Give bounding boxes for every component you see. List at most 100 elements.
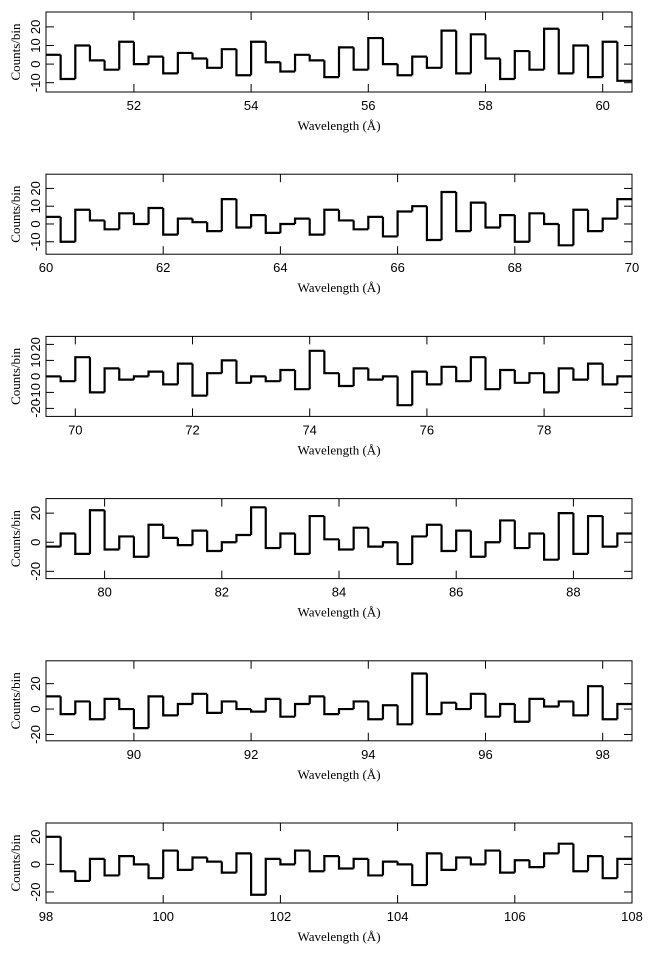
- step: [586, 855, 603, 872]
- step: [513, 520, 530, 550]
- step: [469, 857, 486, 866]
- step: [337, 209, 354, 222]
- y-tick-label: -20: [28, 562, 43, 581]
- y-tick-label: 0: [28, 861, 43, 868]
- x-tick-label: 66: [390, 260, 404, 275]
- step: [586, 685, 603, 716]
- step: [74, 700, 90, 715]
- step: [543, 852, 559, 868]
- step: [616, 857, 632, 879]
- x-tick-label: 94: [361, 747, 375, 762]
- step: [381, 704, 398, 720]
- step: [616, 532, 632, 547]
- step: [88, 357, 105, 394]
- x-tick-label: 96: [478, 747, 492, 762]
- step: [206, 530, 222, 553]
- x-tick-label: 68: [508, 260, 522, 275]
- step: [352, 220, 369, 231]
- step: [279, 62, 296, 73]
- x-tick-label: 90: [127, 747, 141, 762]
- step: [499, 58, 515, 81]
- x-tick-label: 62: [156, 260, 170, 275]
- step: [147, 55, 164, 65]
- step: [118, 40, 134, 70]
- step: [616, 375, 632, 385]
- y-tick-label: 20: [28, 830, 43, 844]
- step: [293, 217, 310, 224]
- plot-frame: [45, 11, 633, 93]
- step: [367, 858, 383, 877]
- step: [499, 519, 515, 543]
- step: [162, 371, 178, 386]
- x-tick-label: 70: [68, 422, 82, 437]
- step: [220, 359, 237, 374]
- step: [293, 533, 310, 555]
- x-axis-label: Wavelength (Å): [297, 767, 380, 782]
- step: [411, 370, 427, 406]
- x-axis-label: Wavelength (Å): [297, 605, 380, 620]
- step: [352, 47, 369, 71]
- step: [528, 212, 545, 242]
- step: [191, 529, 208, 546]
- step: [206, 857, 222, 863]
- y-tick-label: -10: [28, 383, 43, 402]
- step: [586, 362, 603, 380]
- step: [586, 209, 603, 233]
- step: [337, 46, 354, 78]
- step: [235, 360, 252, 384]
- panel: 52 54 56 58 60 -10 0 10 20 Wavelength (Å) Counts/b…: [8, 11, 633, 133]
- step: [323, 208, 339, 235]
- step: [455, 191, 471, 233]
- step: [264, 857, 281, 895]
- step: [191, 856, 208, 870]
- step: [455, 529, 471, 551]
- x-tick-label: 56: [361, 98, 375, 113]
- step: [162, 524, 178, 539]
- step: [367, 701, 383, 721]
- step: [440, 365, 457, 385]
- plot-frame: [45, 660, 633, 742]
- step: [572, 208, 589, 246]
- y-tick-label: 20: [28, 20, 43, 34]
- x-axis-label: Wavelength (Å): [297, 280, 380, 295]
- step: [601, 40, 618, 78]
- step: [352, 367, 369, 386]
- step: [484, 693, 501, 718]
- y-axis-label: Counts/bin: [8, 834, 23, 892]
- y-tick-label: 20: [28, 506, 43, 520]
- step: [484, 541, 501, 557]
- plot-frame: [45, 822, 633, 904]
- step: [528, 372, 545, 383]
- step: [74, 533, 90, 555]
- step: [513, 215, 530, 243]
- step: [469, 33, 486, 74]
- step: [308, 349, 325, 390]
- step: [513, 370, 530, 384]
- y-tick-label: 20: [28, 676, 43, 690]
- step: [220, 48, 237, 68]
- step: [250, 506, 266, 535]
- step: [206, 222, 222, 233]
- step: [191, 363, 208, 397]
- step: [147, 370, 164, 377]
- step: [337, 707, 354, 715]
- x-tick-label: 74: [302, 422, 316, 437]
- x-tick-label: 106: [504, 909, 526, 924]
- step: [264, 507, 281, 550]
- step: [367, 215, 383, 230]
- step: [132, 41, 149, 66]
- step: [235, 199, 252, 229]
- step: [147, 864, 164, 880]
- step: [103, 858, 120, 877]
- x-tick-label: 72: [185, 422, 199, 437]
- step: [147, 695, 164, 729]
- step: [59, 836, 76, 873]
- step: [59, 532, 76, 547]
- y-tick-label: 0: [28, 539, 43, 546]
- x-tick-label: 104: [387, 909, 409, 924]
- step: [74, 208, 90, 242]
- step: [484, 202, 501, 229]
- step: [264, 41, 281, 64]
- x-tick-label: 76: [420, 422, 434, 437]
